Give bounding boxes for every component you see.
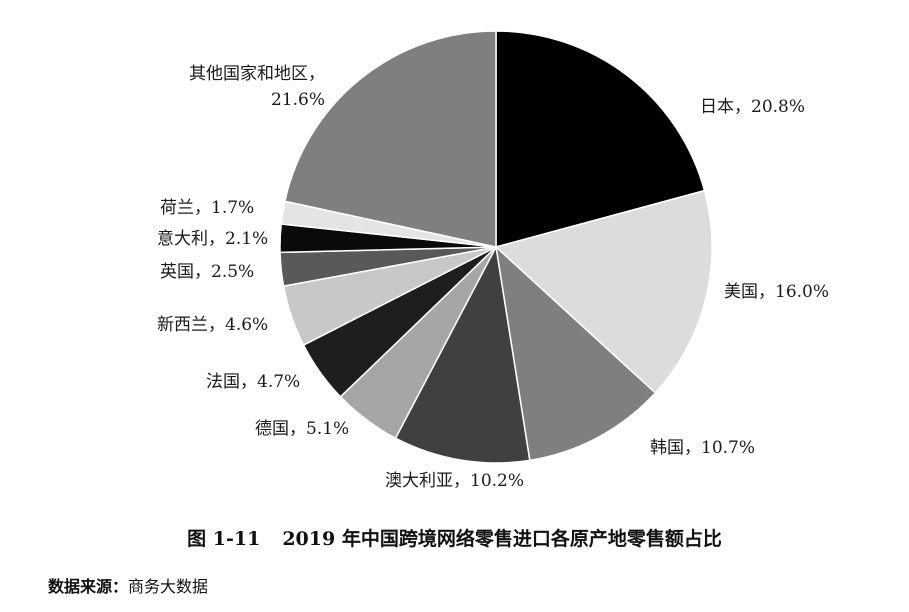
slice-label-7: 新西兰，4.6%	[157, 315, 268, 335]
data-source-text: 商务大数据	[128, 577, 209, 596]
slice-label-2: 美国，16.0%	[724, 282, 829, 302]
data-source-label: 数据来源：	[48, 577, 129, 596]
slice-label-9: 意大利，2.1%	[157, 229, 268, 249]
slice-label-11: 其他国家和地区， 21.6%	[189, 64, 325, 110]
slice-label-8: 英国，2.5%	[160, 262, 254, 282]
slice-label-5: 德国，5.1%	[255, 419, 349, 439]
pie-chart: 日本，20.8% 美国，16.0% 韩国，10.7% 澳大利亚，10.2% 德国，5.1…	[157, 30, 829, 491]
slice-label-4: 澳大利亚，10.2%	[385, 471, 524, 491]
pie-slice-3	[495, 246, 657, 462]
pie-slice-11	[284, 30, 497, 248]
slice-label-3: 韩国，10.7%	[650, 438, 755, 458]
pie-slice-2	[495, 189, 713, 394]
figure-title: 2019 年中国跨境网络零售进口各原产地零售额占比	[282, 528, 722, 550]
slice-label-10: 荷兰，1.7%	[160, 198, 254, 218]
pie-slice-1	[495, 30, 706, 248]
pie-slice-4	[394, 246, 531, 464]
data-source: 数据来源：商务大数据	[48, 573, 208, 597]
slice-label-6: 法国，4.7%	[206, 372, 300, 392]
slice-label-1: 日本，20.8%	[700, 97, 805, 117]
figure-caption: 图 1-11 2019 年中国跨境网络零售进口各原产地零售额占比	[0, 524, 909, 551]
figure-number: 图 1-11	[187, 528, 261, 550]
